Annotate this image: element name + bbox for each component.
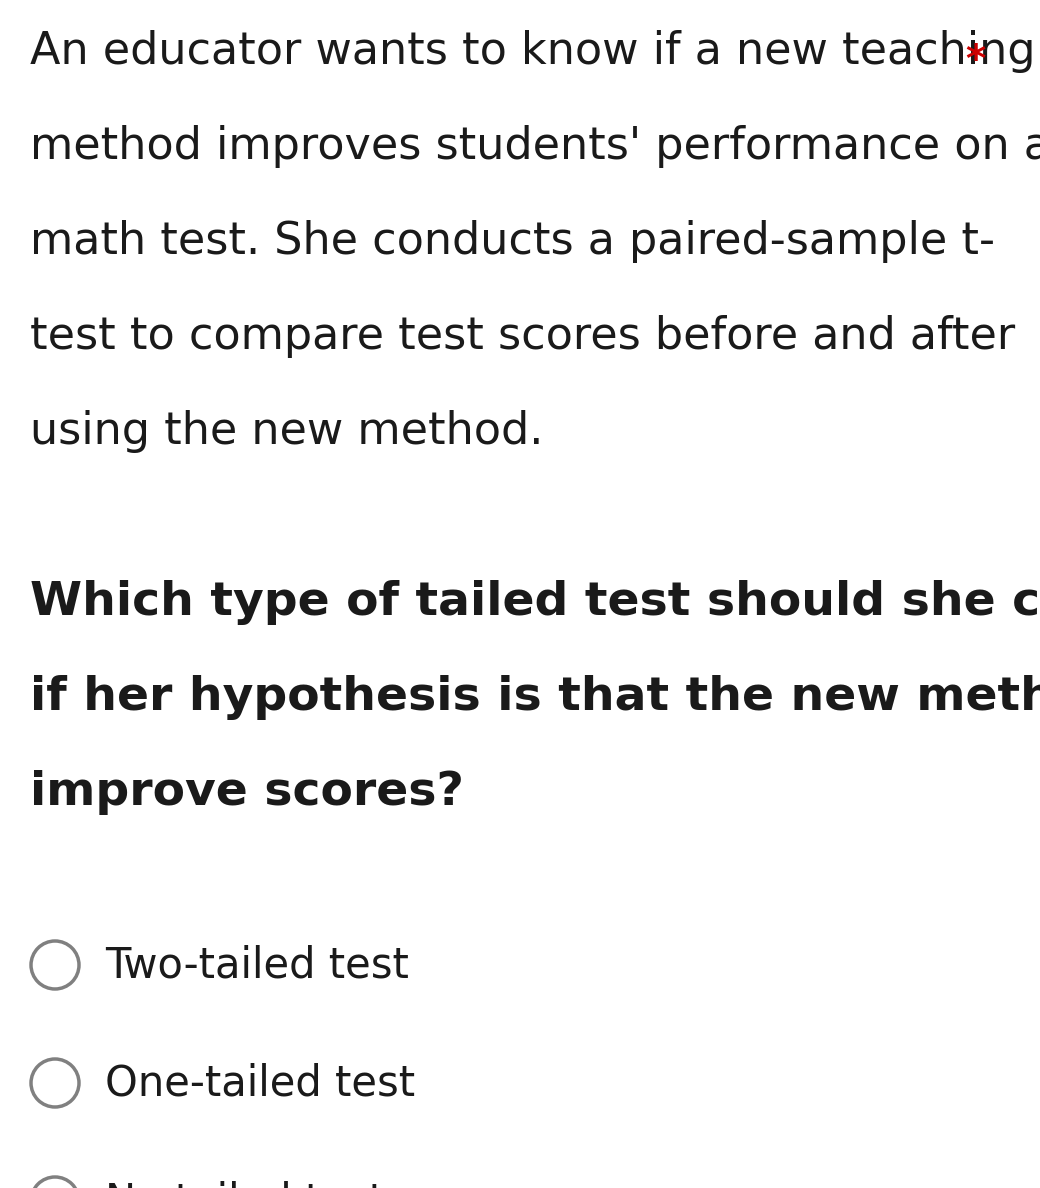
Text: One-tailed test: One-tailed test (105, 1063, 415, 1105)
Text: if her hypothesis is that the new method will: if her hypothesis is that the new method… (30, 675, 1040, 720)
Text: An educator wants to know if a new teaching: An educator wants to know if a new teach… (30, 30, 1036, 72)
Text: math test. She conducts a paired-sample t-: math test. She conducts a paired-sample … (30, 220, 995, 263)
Text: improve scores?: improve scores? (30, 770, 464, 815)
Text: using the new method.: using the new method. (30, 410, 543, 453)
Text: test to compare test scores before and after: test to compare test scores before and a… (30, 315, 1015, 358)
Text: Two-tailed test: Two-tailed test (105, 944, 409, 987)
Text: Which type of tailed test should she consider: Which type of tailed test should she con… (30, 580, 1040, 625)
Text: *: * (965, 42, 985, 80)
Text: No tailed test: No tailed test (105, 1181, 385, 1188)
Text: method improves students' performance on a: method improves students' performance on… (30, 125, 1040, 168)
